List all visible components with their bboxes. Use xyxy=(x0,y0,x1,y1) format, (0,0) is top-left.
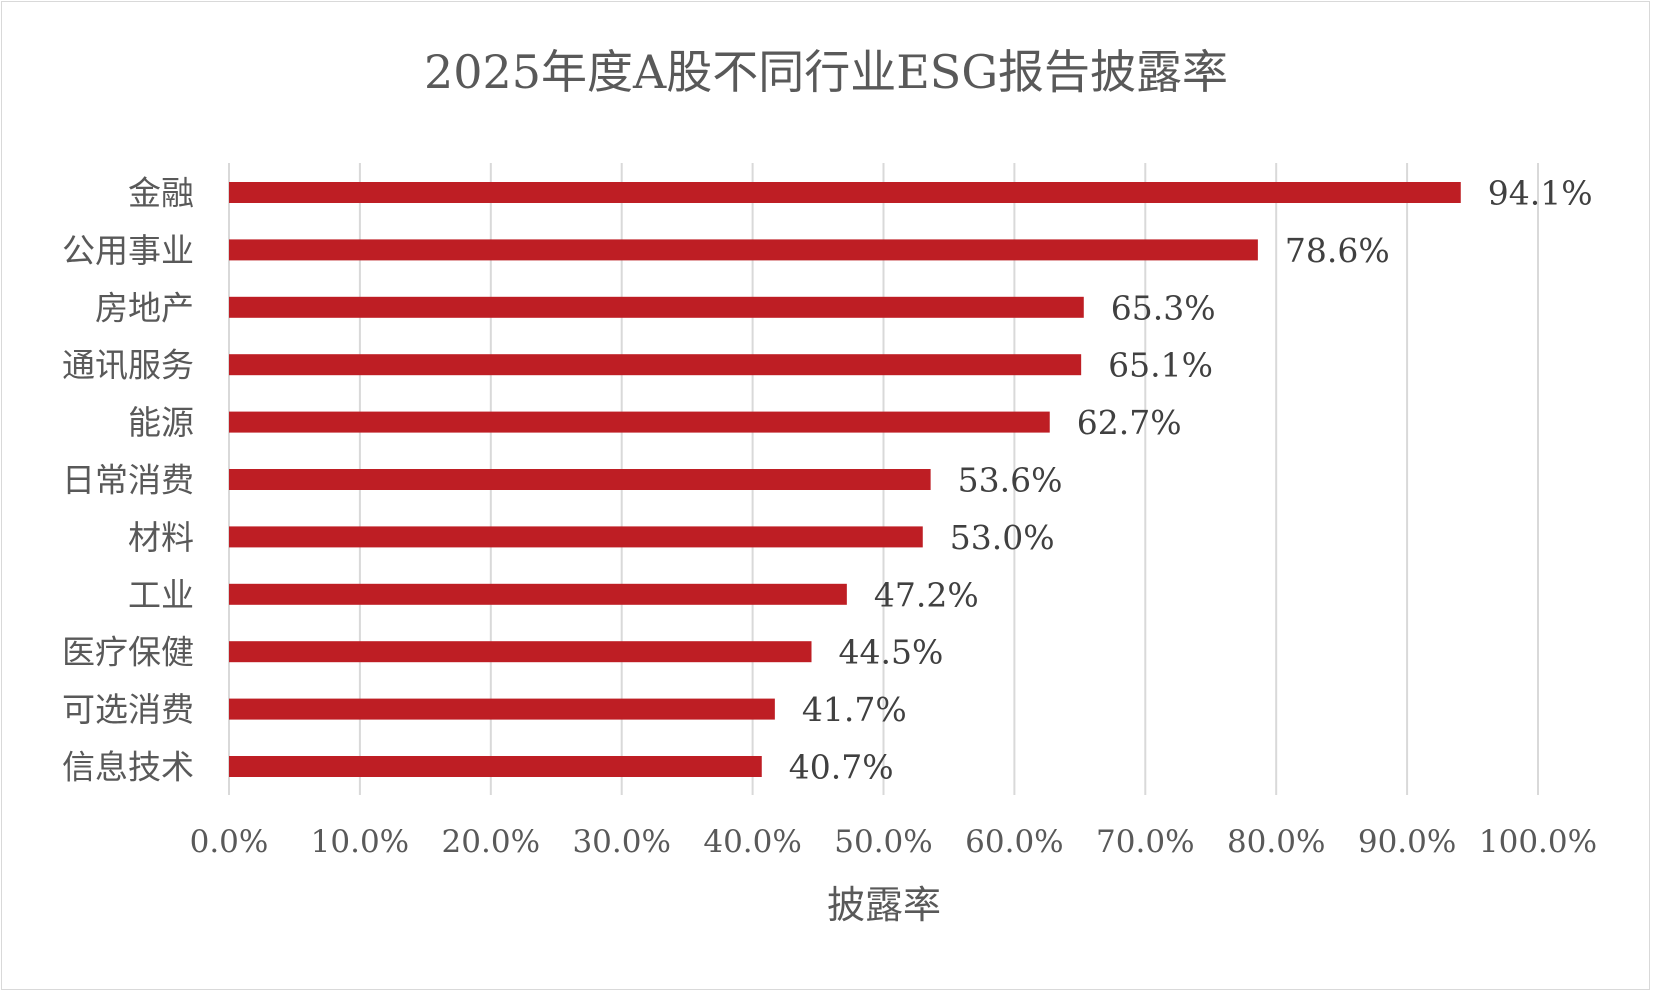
x-tick-label: 90.0% xyxy=(1358,824,1456,860)
x-axis-title: 披露率 xyxy=(827,883,941,927)
bar xyxy=(229,526,923,548)
data-label: 78.6% xyxy=(1285,231,1390,270)
grid-lines xyxy=(228,163,1539,795)
data-label: 40.7% xyxy=(789,748,894,787)
data-label: 53.6% xyxy=(958,461,1063,500)
category-label: 工业 xyxy=(128,575,194,614)
category-label: 材料 xyxy=(128,518,194,557)
x-tick-label: 100.0% xyxy=(1479,824,1597,860)
category-label: 公用事业 xyxy=(62,231,194,270)
category-label: 医疗保健 xyxy=(62,633,194,672)
bar xyxy=(229,583,847,605)
bar xyxy=(229,469,931,490)
bar xyxy=(229,641,812,663)
bar xyxy=(229,698,775,720)
data-labels: 94.1% 78.6% 65.3% 65.1% 62.7% 53.6% 53.0% 47.2%… xyxy=(789,174,1593,787)
data-label: 53.0% xyxy=(950,518,1055,557)
category-label: 可选消费 xyxy=(62,690,194,729)
bars xyxy=(229,182,1461,777)
data-label: 41.7% xyxy=(802,690,907,729)
category-label: 房地产 xyxy=(95,288,194,327)
bar xyxy=(229,756,762,777)
bar xyxy=(229,296,1084,318)
data-label: 65.3% xyxy=(1111,288,1216,327)
data-label: 65.1% xyxy=(1108,346,1213,385)
data-label: 44.5% xyxy=(839,633,944,672)
x-tick-label: 10.0% xyxy=(311,824,409,860)
x-tick-label: 0.0% xyxy=(190,824,269,860)
category-label: 金融 xyxy=(128,174,194,213)
x-tick-label: 70.0% xyxy=(1096,824,1194,860)
data-label: 94.1% xyxy=(1488,174,1593,213)
x-tick-label: 60.0% xyxy=(965,824,1063,860)
bar xyxy=(229,239,1258,261)
data-label: 62.7% xyxy=(1077,403,1182,442)
x-tick-label: 50.0% xyxy=(834,824,932,860)
bar xyxy=(229,182,1461,203)
category-label: 通讯服务 xyxy=(62,346,194,385)
category-label: 日常消费 xyxy=(62,461,194,500)
x-tick-labels: 0.0% 10.0% 20.0% 30.0% 40.0% 50.0% 60.0% 70.0% 8… xyxy=(190,824,1597,860)
x-tick-label: 30.0% xyxy=(572,824,670,860)
data-label: 47.2% xyxy=(874,575,979,614)
x-tick-label: 20.0% xyxy=(442,824,540,860)
category-label: 信息技术 xyxy=(62,748,194,787)
x-tick-label: 80.0% xyxy=(1227,824,1325,860)
category-label: 能源 xyxy=(128,403,194,442)
x-tick-label: 40.0% xyxy=(703,824,801,860)
bar xyxy=(229,354,1082,376)
bar xyxy=(229,411,1050,433)
chart-title: 2025年度A股不同行业ESG报告披露率 xyxy=(424,45,1228,99)
